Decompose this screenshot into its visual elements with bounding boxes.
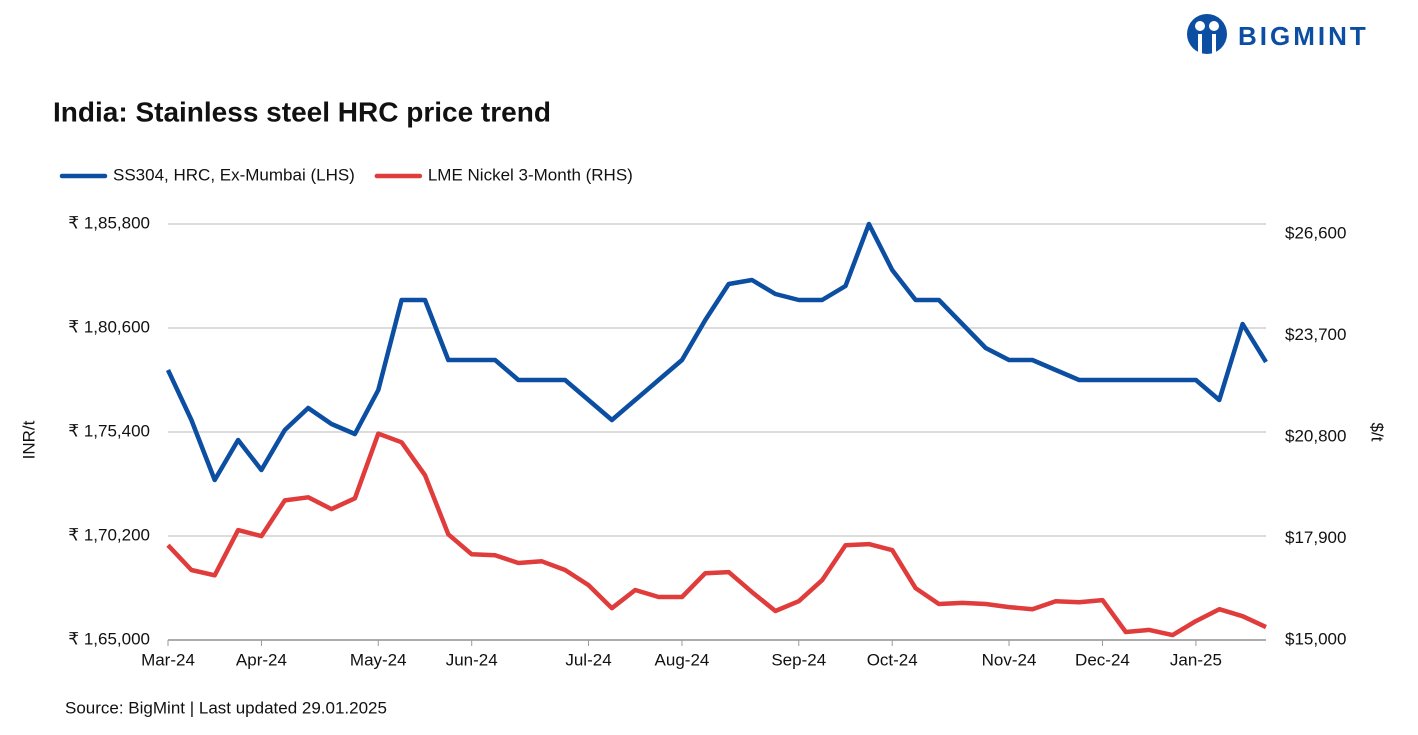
logo: BIGMINT	[1187, 14, 1369, 54]
logo-text: BIGMINT	[1238, 21, 1369, 51]
logo-icon-bar	[1212, 34, 1216, 54]
y2-tick-label: $17,900	[1285, 528, 1346, 547]
y-tick-label: ₹ 1,70,200	[68, 525, 150, 544]
y-tick-label: ₹ 1,85,800	[68, 213, 150, 232]
logo-icon-dot	[1209, 21, 1219, 31]
x-tick-label: Nov-24	[982, 650, 1037, 669]
series-line	[165, 221, 1268, 483]
y2-tick-label: $20,800	[1285, 427, 1346, 446]
y-tick-label: ₹ 1,75,400	[68, 421, 150, 440]
legend-label: LME Nickel 3-Month (RHS)	[428, 165, 633, 184]
series-line	[166, 431, 1267, 638]
y2-tick-label: $15,000	[1285, 629, 1346, 648]
y2-tick-label: $26,600	[1285, 224, 1346, 243]
x-tick-label: Mar-24	[141, 650, 195, 669]
y2-tick-label: $23,700	[1285, 325, 1346, 344]
x-tick-label: Sep-24	[771, 650, 826, 669]
x-tick-label: Aug-24	[655, 650, 710, 669]
y-tick-label: ₹ 1,80,600	[68, 317, 150, 336]
y2-axis-label: $/t	[1368, 423, 1387, 442]
x-tick-label: Jan-25	[1170, 650, 1222, 669]
y-tick-label: ₹ 1,65,000	[68, 629, 150, 648]
y-axis-label: INR/t	[19, 420, 38, 459]
x-tick-label: Oct-24	[867, 650, 918, 669]
x-tick-label: Dec-24	[1075, 650, 1130, 669]
x-tick-label: Apr-24	[236, 650, 287, 669]
logo-icon-dot	[1195, 21, 1205, 31]
x-tick-label: Jun-24	[446, 650, 498, 669]
logo-icon	[1187, 14, 1227, 54]
x-tick-label: Jul-24	[565, 650, 611, 669]
logo-icon-bar	[1198, 34, 1202, 54]
legend-label: SS304, HRC, Ex-Mumbai (LHS)	[113, 165, 355, 184]
x-tick-label: May-24	[350, 650, 407, 669]
source-note: Source: BigMint | Last updated 29.01.202…	[65, 698, 387, 717]
chart-title: India: Stainless steel HRC price trend	[53, 96, 551, 127]
